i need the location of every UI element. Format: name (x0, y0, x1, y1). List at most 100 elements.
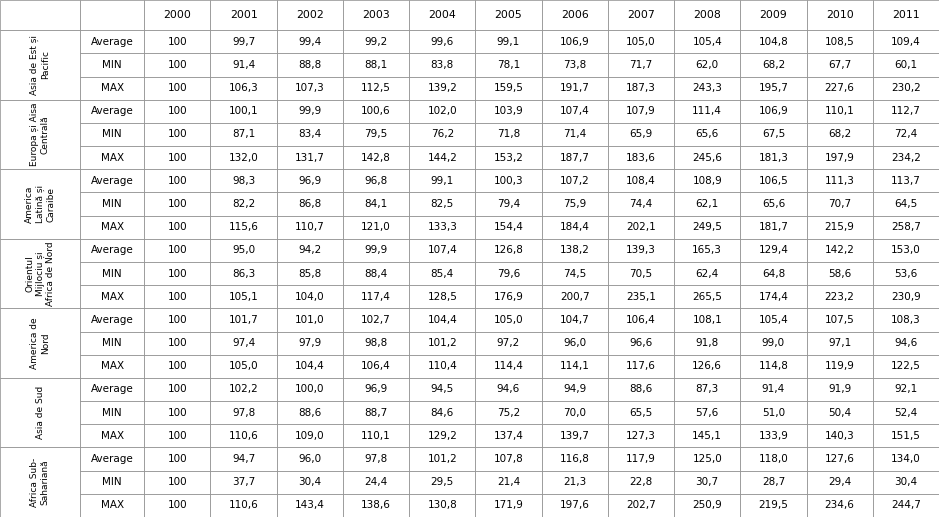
Bar (210, 355, 277, 378)
Bar (475, 308, 542, 331)
Text: 85,8: 85,8 (299, 268, 321, 279)
Bar (0, 447, 80, 517)
Text: 100: 100 (167, 129, 187, 140)
Text: 234,2: 234,2 (891, 153, 921, 163)
Bar (674, 77, 740, 100)
Bar (80, 77, 145, 100)
Text: 106,4: 106,4 (362, 361, 391, 371)
Bar (145, 100, 210, 123)
Text: 75,2: 75,2 (497, 408, 520, 418)
Text: 140,3: 140,3 (824, 431, 854, 441)
Bar (674, 216, 740, 239)
Text: 104,0: 104,0 (295, 292, 325, 302)
Text: 94,2: 94,2 (299, 246, 321, 255)
Bar (80, 331, 145, 355)
Text: 100: 100 (167, 60, 187, 70)
Bar (475, 77, 542, 100)
Text: 87,1: 87,1 (232, 129, 255, 140)
Text: 94,6: 94,6 (497, 385, 520, 394)
Text: 88,8: 88,8 (299, 60, 321, 70)
Text: Average: Average (91, 454, 133, 464)
Text: 96,9: 96,9 (364, 385, 388, 394)
Text: Average: Average (91, 315, 133, 325)
Text: 181,3: 181,3 (759, 153, 789, 163)
Text: 126,6: 126,6 (692, 361, 722, 371)
Bar (674, 192, 740, 216)
Text: 97,4: 97,4 (232, 338, 255, 348)
Bar (542, 169, 608, 192)
Bar (807, 123, 872, 146)
Text: 98,8: 98,8 (364, 338, 388, 348)
Text: 101,2: 101,2 (427, 454, 457, 464)
Text: Average: Average (91, 107, 133, 116)
Bar (872, 447, 939, 470)
Text: 112,5: 112,5 (362, 83, 391, 93)
Text: 110,1: 110,1 (362, 431, 391, 441)
Text: 2000: 2000 (163, 10, 192, 20)
Text: 250,9: 250,9 (692, 500, 722, 510)
Text: 94,5: 94,5 (431, 385, 454, 394)
Bar (80, 355, 145, 378)
Text: 114,8: 114,8 (759, 361, 789, 371)
Text: 99,9: 99,9 (364, 246, 388, 255)
Text: 104,7: 104,7 (560, 315, 590, 325)
Text: 100,6: 100,6 (362, 107, 391, 116)
Bar (740, 262, 807, 285)
Text: 107,9: 107,9 (626, 107, 655, 116)
Bar (145, 239, 210, 262)
Bar (674, 401, 740, 424)
Text: MIN: MIN (102, 338, 122, 348)
Text: 65,9: 65,9 (629, 129, 653, 140)
Text: 105,0: 105,0 (626, 37, 655, 47)
Bar (343, 424, 409, 447)
Bar (740, 470, 807, 494)
Text: MAX: MAX (100, 83, 124, 93)
Text: 92,1: 92,1 (894, 385, 917, 394)
Text: 85,4: 85,4 (431, 268, 454, 279)
Text: 29,5: 29,5 (431, 477, 454, 487)
Text: 100: 100 (167, 477, 187, 487)
Bar (872, 192, 939, 216)
Text: 88,1: 88,1 (364, 60, 388, 70)
Text: 144,2: 144,2 (427, 153, 457, 163)
Bar (343, 239, 409, 262)
Bar (674, 30, 740, 53)
Text: 249,5: 249,5 (692, 222, 722, 232)
Bar (608, 401, 674, 424)
Text: 245,6: 245,6 (692, 153, 722, 163)
Text: 114,1: 114,1 (560, 361, 590, 371)
Bar (210, 262, 277, 285)
Bar (542, 192, 608, 216)
Bar (542, 262, 608, 285)
Bar (740, 378, 807, 401)
Text: 139,7: 139,7 (560, 431, 590, 441)
Bar (740, 447, 807, 470)
Text: 29,4: 29,4 (828, 477, 852, 487)
Bar (740, 355, 807, 378)
Bar (807, 100, 872, 123)
Text: 70,0: 70,0 (563, 408, 586, 418)
Text: 71,7: 71,7 (629, 60, 653, 70)
Bar (608, 308, 674, 331)
Bar (210, 0, 277, 30)
Bar (674, 447, 740, 470)
Text: 142,2: 142,2 (824, 246, 854, 255)
Bar (542, 447, 608, 470)
Text: 107,4: 107,4 (427, 246, 457, 255)
Bar (807, 146, 872, 169)
Text: 28,7: 28,7 (762, 477, 785, 487)
Bar (740, 169, 807, 192)
Bar (475, 424, 542, 447)
Bar (277, 424, 343, 447)
Text: 137,4: 137,4 (494, 431, 523, 441)
Text: 91,4: 91,4 (232, 60, 255, 70)
Text: 58,6: 58,6 (828, 268, 852, 279)
Text: 99,7: 99,7 (232, 37, 255, 47)
Text: 79,4: 79,4 (497, 199, 520, 209)
Text: 68,2: 68,2 (828, 129, 852, 140)
Text: 94,6: 94,6 (894, 338, 917, 348)
Bar (343, 216, 409, 239)
Bar (210, 424, 277, 447)
Bar (210, 216, 277, 239)
Bar (740, 239, 807, 262)
